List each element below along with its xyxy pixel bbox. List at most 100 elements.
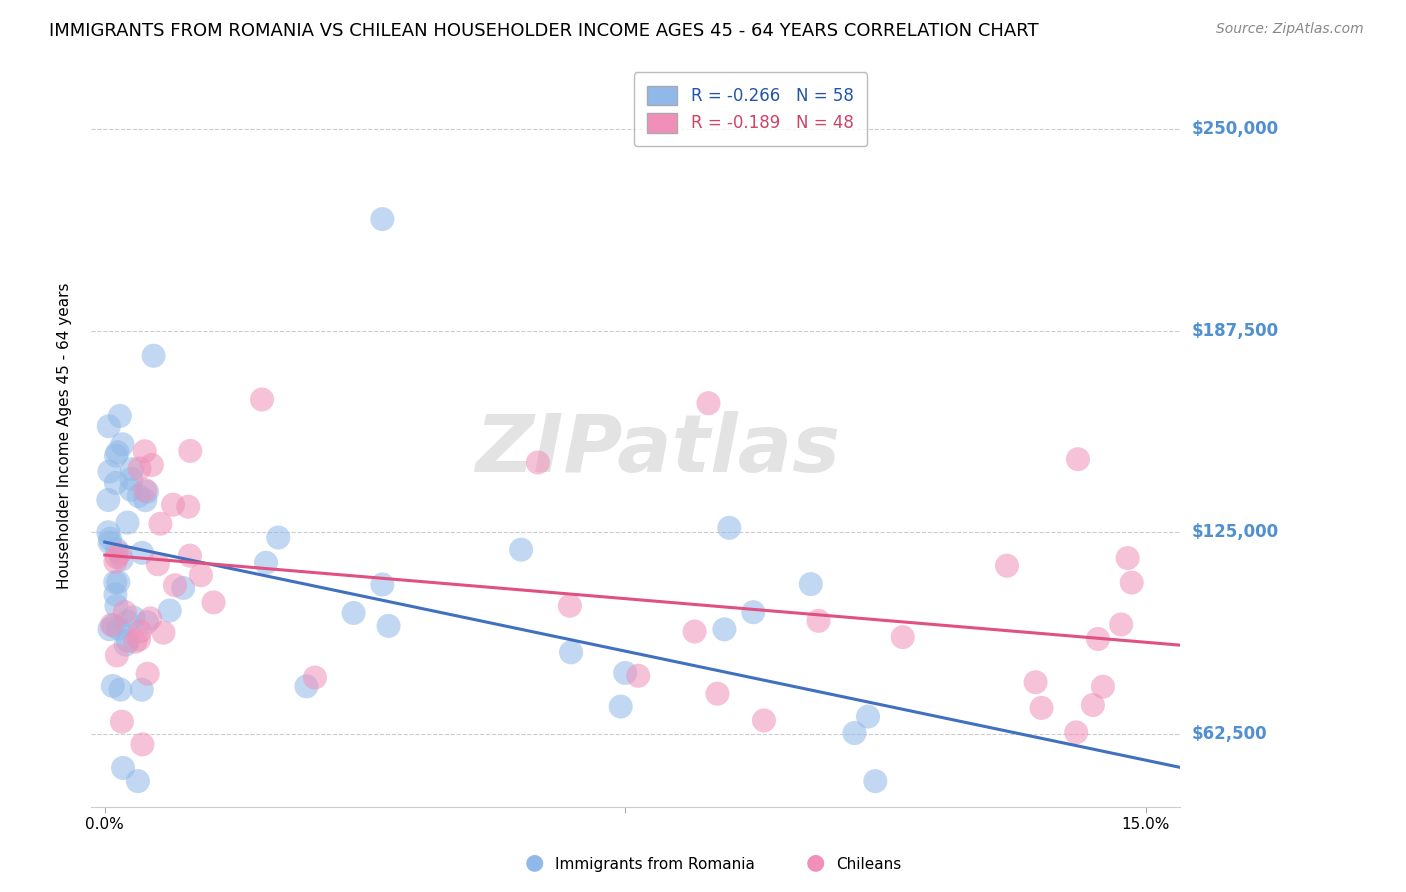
Immigrants from Romania (120, 483, 142, 497)
Immigrants from Romania (377, 619, 399, 633)
Chileans (134, 444, 156, 458)
Immigrants from Romania (718, 521, 741, 535)
Chileans (1116, 551, 1139, 566)
Immigrants from Romania (105, 599, 128, 613)
Chileans (1091, 680, 1114, 694)
Immigrants from Romania (104, 449, 127, 463)
Chileans (129, 624, 152, 639)
Immigrants from Romania (104, 587, 127, 601)
Chileans (752, 714, 775, 728)
Chileans (124, 634, 146, 648)
Chileans (162, 498, 184, 512)
Immigrants from Romania (103, 618, 125, 632)
Chileans (697, 396, 720, 410)
Immigrants from Romania (112, 761, 135, 775)
Immigrants from Romania (111, 552, 134, 566)
Text: $125,000: $125,000 (1191, 524, 1278, 541)
Chileans (527, 455, 550, 469)
Chileans (304, 671, 326, 685)
Immigrants from Romania (131, 546, 153, 560)
Immigrants from Romania (105, 542, 128, 557)
Chileans (1081, 698, 1104, 712)
Immigrants from Romania (98, 465, 121, 479)
Immigrants from Romania (98, 532, 121, 546)
Immigrants from Romania (142, 349, 165, 363)
Immigrants from Romania (128, 489, 150, 503)
Chileans (105, 550, 128, 565)
Immigrants from Romania (267, 531, 290, 545)
Text: IMMIGRANTS FROM ROMANIA VS CHILEAN HOUSEHOLDER INCOME AGES 45 - 64 YEARS CORRELA: IMMIGRANTS FROM ROMANIA VS CHILEAN HOUSE… (49, 22, 1039, 40)
Immigrants from Romania (107, 622, 129, 636)
Y-axis label: Householder Income Ages 45 - 64 years: Householder Income Ages 45 - 64 years (58, 282, 72, 589)
Chileans (104, 555, 127, 569)
Chileans (163, 578, 186, 592)
Chileans (1031, 701, 1053, 715)
Chileans (627, 669, 650, 683)
Immigrants from Romania (127, 774, 149, 789)
Chileans (177, 500, 200, 514)
Text: $187,500: $187,500 (1191, 321, 1278, 340)
Chileans (128, 632, 150, 647)
Immigrants from Romania (560, 645, 582, 659)
Chileans (1109, 617, 1132, 632)
Chileans (891, 630, 914, 644)
Immigrants from Romania (104, 575, 127, 590)
Chileans (134, 483, 156, 498)
Immigrants from Romania (97, 493, 120, 508)
Immigrants from Romania (97, 419, 120, 434)
Chileans (105, 648, 128, 663)
Text: ZIPatlas: ZIPatlas (475, 411, 839, 490)
Immigrants from Romania (295, 679, 318, 693)
Chileans (141, 458, 163, 472)
Chileans (995, 558, 1018, 573)
Legend: R = -0.266   N = 58, R = -0.189   N = 48: R = -0.266 N = 58, R = -0.189 N = 48 (634, 72, 868, 146)
Immigrants from Romania (101, 679, 124, 693)
Immigrants from Romania (371, 212, 394, 227)
Immigrants from Romania (136, 615, 159, 630)
Immigrants from Romania (114, 638, 136, 652)
Chileans (683, 624, 706, 639)
Chileans (1025, 675, 1047, 690)
Chileans (558, 599, 581, 613)
Immigrants from Romania (110, 682, 132, 697)
Immigrants from Romania (117, 633, 139, 648)
Chileans (1064, 725, 1087, 739)
Text: $250,000: $250,000 (1191, 120, 1278, 137)
Immigrants from Romania (120, 472, 142, 486)
Immigrants from Romania (742, 605, 765, 619)
Chileans (179, 549, 201, 563)
Immigrants from Romania (98, 535, 121, 549)
Immigrants from Romania (609, 699, 631, 714)
Chileans (706, 687, 728, 701)
Chileans (111, 714, 134, 729)
Text: $62,500: $62,500 (1191, 725, 1267, 743)
Text: Immigrants from Romania: Immigrants from Romania (555, 857, 755, 872)
Chileans (807, 614, 830, 628)
Chileans (1121, 575, 1143, 590)
Chileans (250, 392, 273, 407)
Immigrants from Romania (800, 577, 823, 591)
Immigrants from Romania (117, 516, 139, 530)
Chileans (149, 516, 172, 531)
Immigrants from Romania (108, 409, 131, 423)
Chileans (1067, 452, 1090, 467)
Chileans (100, 618, 122, 632)
Immigrants from Romania (134, 493, 156, 508)
Immigrants from Romania (865, 774, 887, 789)
Immigrants from Romania (107, 575, 129, 590)
Immigrants from Romania (104, 475, 127, 490)
Immigrants from Romania (342, 606, 364, 620)
Immigrants from Romania (510, 542, 533, 557)
Chileans (146, 558, 169, 572)
Immigrants from Romania (122, 610, 145, 624)
Immigrants from Romania (371, 577, 394, 591)
Immigrants from Romania (136, 484, 159, 499)
Chileans (179, 443, 201, 458)
Chileans (152, 625, 174, 640)
Chileans (131, 738, 153, 752)
Immigrants from Romania (713, 623, 735, 637)
Immigrants from Romania (159, 603, 181, 617)
Chileans (139, 611, 162, 625)
Immigrants from Romania (97, 525, 120, 540)
Immigrants from Romania (844, 726, 866, 740)
